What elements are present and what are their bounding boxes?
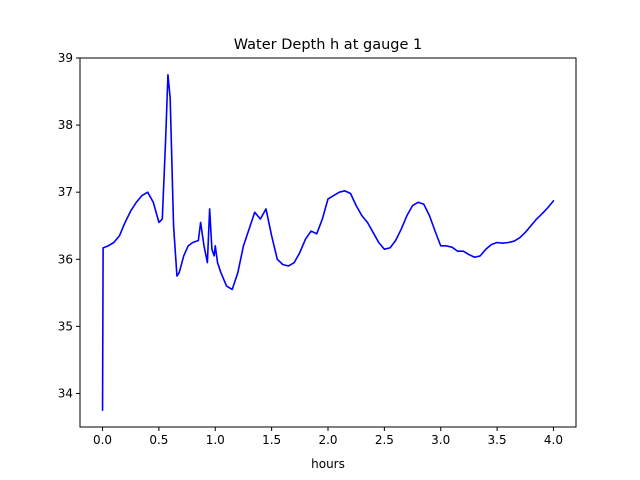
x-tick-label: 0.0 [93, 433, 112, 447]
x-tick-label: 1.0 [206, 433, 225, 447]
y-tick-label: 37 [58, 185, 73, 199]
x-axis-label: hours [311, 457, 345, 471]
y-tick-label: 38 [58, 118, 73, 132]
x-tick-label: 2.5 [375, 433, 394, 447]
series-line [101, 73, 555, 412]
y-tick-label: 35 [58, 319, 73, 333]
x-tick-label: 4.0 [544, 433, 563, 447]
plot-frame [79, 57, 577, 428]
plot-layer [101, 73, 555, 412]
y-tick-label: 36 [58, 252, 73, 266]
y-tick-label: 34 [58, 386, 73, 400]
x-tick-label: 1.5 [262, 433, 281, 447]
y-tick-label: 39 [58, 51, 73, 65]
ticks-layer: 0.0 0.5 1.0 1.5 2.0 2.5 3.0 3.5 4.0 34 35 36 37 38 39 [58, 51, 563, 447]
x-tick-label: 3.5 [488, 433, 507, 447]
x-tick-label: 2.0 [318, 433, 337, 447]
x-tick-label: 0.5 [149, 433, 168, 447]
chart-title: Water Depth h at gauge 1 [234, 37, 422, 53]
x-tick-label: 3.0 [431, 433, 450, 447]
